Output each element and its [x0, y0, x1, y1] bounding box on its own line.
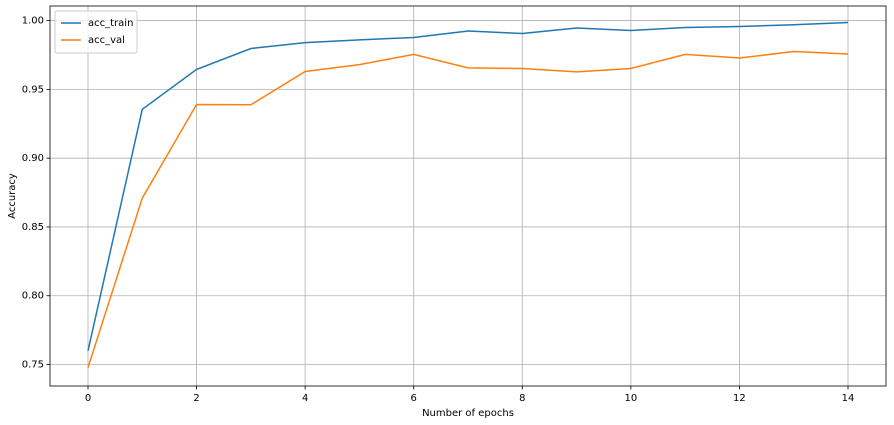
x-axis-label: Number of epochs	[422, 408, 514, 419]
line-series	[87, 50, 849, 368]
x-tick-label: 12	[733, 393, 746, 404]
y-tick-label: 0.85	[22, 222, 44, 233]
x-tick-label: 8	[519, 393, 525, 404]
legend-box	[54, 10, 138, 54]
y-tick-label: 1.00	[22, 16, 44, 27]
y-tick-label: 0.75	[22, 360, 44, 371]
y-axis-label: Accuracy	[7, 173, 18, 219]
x-tick-label: 2	[193, 393, 199, 404]
x-tick-label: 14	[842, 393, 855, 404]
x-tick-label: 6	[411, 393, 417, 404]
y-tick-label: 0.80	[22, 291, 44, 302]
y-tick-label: 0.90	[22, 153, 44, 164]
x-tick-label: 4	[302, 393, 308, 404]
axes-frame	[49, 5, 887, 387]
x-tick-label: 0	[85, 393, 91, 404]
y-tick-label: 0.95	[22, 84, 44, 95]
legend-label: acc_val	[88, 35, 125, 46]
x-tick-label: 10	[624, 393, 637, 404]
legend-label: acc_train	[88, 18, 133, 29]
line-series	[87, 21, 849, 351]
